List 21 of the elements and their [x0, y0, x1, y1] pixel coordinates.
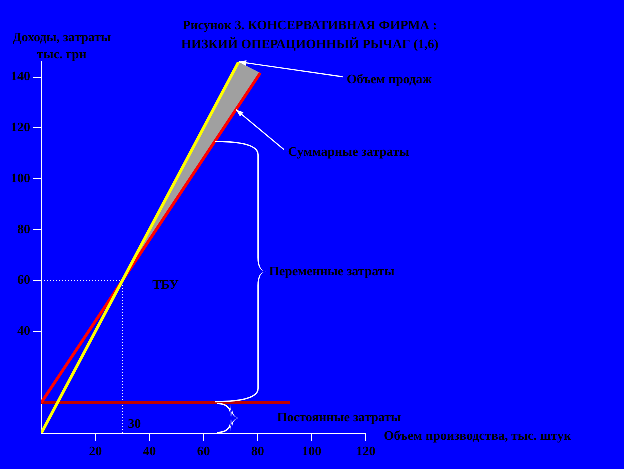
x-axis-title: Объем производства, тыс. штук	[384, 428, 572, 443]
annotation: Переменные затраты	[269, 263, 395, 278]
y-tick-label: 60	[18, 272, 30, 288]
x-tick-label: 40	[143, 444, 156, 459]
x-tick-label: 120	[356, 444, 376, 459]
x-tick-label: 100	[302, 444, 322, 459]
y-axis-title: Доходы, затраты тыс. грн	[12, 29, 112, 62]
y-tick-label: 40	[18, 323, 30, 338]
y-tick-label: 140	[11, 68, 30, 84]
annotation: Постоянные затраты	[277, 409, 402, 424]
chart-title: Рисунок 3. КОНСЕРВАТИВНАЯ ФИРМА : НИЗКИЙ ОПЕРАЦИОННЫЙ РЫЧАГ (1,6)	[181, 17, 439, 52]
x-tick-label: 20	[89, 444, 102, 459]
annotation: ТБУ	[152, 277, 180, 292]
annotation: Суммарные затраты	[288, 144, 410, 160]
x-tick-label: 80	[251, 444, 264, 459]
annotation: Объем продаж	[346, 71, 433, 86]
ref-line-label: 30	[128, 416, 142, 431]
y-tick-label: 100	[11, 170, 30, 186]
y-tick-label: 80	[18, 221, 30, 236]
y-tick-label: 120	[11, 120, 30, 134]
x-tick-label: 60	[197, 444, 210, 459]
